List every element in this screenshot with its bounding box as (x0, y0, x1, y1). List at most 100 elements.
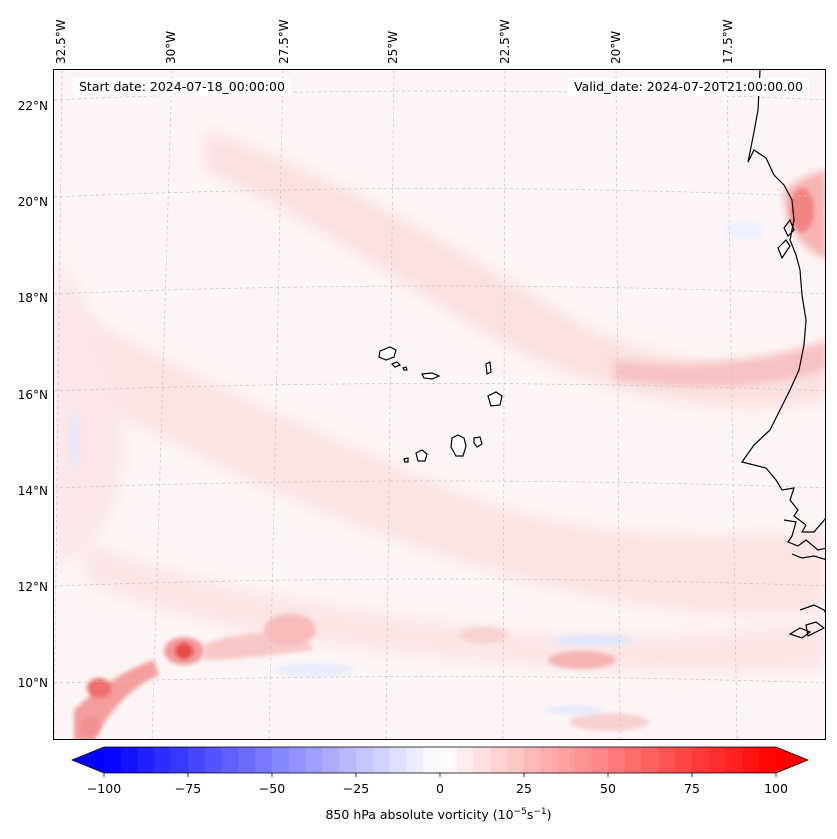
vorticity-cell-south-edge (80, 717, 100, 737)
colorbar-cell (557, 747, 575, 773)
colorbar-cell (288, 747, 307, 773)
vorticity-band-southern (84, 540, 825, 675)
gridline-lon-22-5w (502, 70, 506, 739)
lat-label-16n: 16°N (17, 388, 48, 402)
gridline-lat-14n (54, 480, 825, 489)
colorbar-cell (104, 747, 122, 773)
colorbar-cell (221, 747, 239, 773)
island-fogo (415, 449, 428, 462)
colorbar-cell (188, 747, 206, 773)
gridline-lat-18n (54, 285, 825, 295)
coastline-mainland (741, 70, 825, 533)
island-sao-vicente (390, 361, 402, 368)
island-bijagos-2 (788, 627, 812, 639)
colorbar-cell (440, 747, 458, 773)
vorticity-cell-southwest-core (87, 678, 111, 698)
island-brava (403, 457, 409, 463)
colorbar-cell (524, 747, 542, 773)
lat-label-14n: 14°N (17, 484, 48, 498)
gridline-lon-25w (385, 70, 395, 739)
colorbar-cell (692, 747, 710, 773)
lat-label-20n: 20°N (17, 195, 48, 209)
gridline-lat-12n (54, 578, 825, 587)
colorbar-cell (624, 747, 643, 773)
colorbar-cell (356, 747, 374, 773)
vorticity-negative-south-west (274, 663, 354, 677)
lat-label-10n: 10°N (17, 676, 48, 690)
colorbar-cell (473, 747, 491, 773)
colorbar-cell (154, 747, 172, 773)
island-boa-vista (487, 391, 503, 407)
colorbar-tick-neg25: −25 (342, 781, 370, 796)
colorbar-tick-neg100: −100 (86, 781, 122, 796)
lat-label-12n: 12°N (17, 580, 48, 594)
colorbar-cell (238, 747, 256, 773)
colorbar-title-suffix: ) (546, 807, 552, 823)
lon-label-30w: 30°W (164, 30, 178, 64)
colorbar-cell (372, 747, 391, 773)
colorbar-cell (204, 747, 223, 773)
lat-label-18n: 18°N (17, 291, 48, 305)
island-sal (485, 361, 492, 375)
vorticity-negative-southeast (544, 705, 604, 715)
gridline-lon-32-5w (54, 70, 63, 739)
gridline-lon-17-5w (726, 70, 738, 739)
colorbar-cell (120, 747, 139, 773)
colorbar-cell (406, 747, 424, 773)
lon-label-22-5w: 22.5°W (498, 19, 512, 64)
colorbar-tick-50: 50 (600, 781, 616, 796)
lon-label-17-5w: 17.5°W (721, 19, 735, 64)
coastline-bijagos (799, 604, 825, 613)
colorbar-cell (322, 747, 340, 773)
colorbar-tick-100: 100 (764, 781, 788, 796)
coastline (741, 70, 825, 639)
island-santo-antao (378, 346, 397, 361)
colorbar-cell (708, 747, 727, 773)
colorbar-cell (540, 747, 559, 773)
map-canvas (54, 70, 825, 739)
colorbar (70, 746, 810, 777)
colorbar-cell (675, 747, 693, 773)
colorbar-cell (658, 747, 676, 773)
colorbar-cell (759, 747, 777, 773)
island-sao-nicolau (421, 372, 441, 380)
colorbar-cell (456, 747, 475, 773)
colorbar-cell (507, 747, 525, 773)
coastline-guinea-bissau (791, 553, 825, 561)
gridline-lat-16n (54, 383, 825, 392)
colorbar-cell (389, 747, 407, 773)
vorticity-cell-east (548, 651, 616, 669)
vorticity-band-central (54, 300, 825, 616)
colorbar-tick-25: 25 (516, 781, 532, 796)
vorticity-coastal-band (614, 340, 825, 387)
coastline-gambia-senegal (783, 519, 825, 551)
colorbar-cell (591, 747, 609, 773)
vorticity-negative-west (69, 410, 79, 470)
colorbar-title: 850 hPa absolute vorticity (10−5s−1) (0, 807, 837, 822)
island-coastal-north-2 (783, 218, 795, 238)
colorbar-extend-max (776, 747, 808, 773)
colorbar-cell (255, 747, 273, 773)
colorbar-cell (490, 747, 508, 773)
gridline-lat-20n (54, 188, 825, 198)
vorticity-band-west (54, 250, 124, 570)
lon-label-25w: 25°W (386, 30, 400, 64)
lat-label-22n: 22°N (17, 99, 48, 113)
colorbar-cell (641, 747, 659, 773)
start-date-label: Start date: 2024-07-18_00:00:00 (73, 78, 291, 96)
colorbar-tick-neg50: −50 (258, 781, 286, 796)
colorbar-ticks (103, 773, 777, 777)
vorticity-negative-north (724, 220, 764, 240)
island-santiago (450, 434, 467, 457)
colorbar-cell (137, 747, 155, 773)
gridline-lon-30w (151, 70, 173, 739)
gridline-lat-10n (54, 676, 825, 684)
colorbar-tick-75: 75 (684, 781, 700, 796)
island-santa-luzia (402, 366, 408, 371)
island-coastal-north-1 (777, 239, 791, 260)
vorticity-field (54, 70, 825, 739)
colorbar-title-exp1: −5 (513, 807, 527, 817)
gridline-lon-20w (615, 70, 621, 739)
colorbar-cells (70, 746, 810, 774)
colorbar-tick-0: 0 (436, 781, 444, 796)
